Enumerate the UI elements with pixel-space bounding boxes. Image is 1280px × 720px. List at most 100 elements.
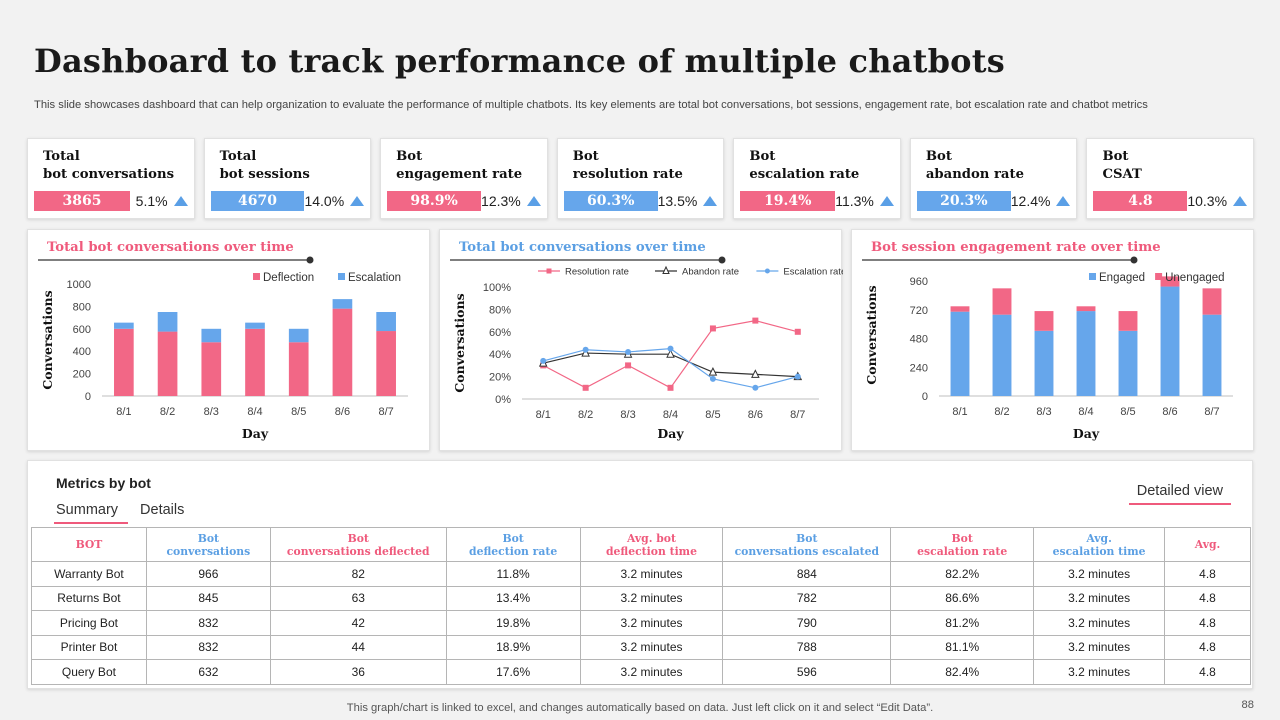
kpi-label: Bot CSAT (1102, 149, 1142, 182)
bar-deflection (114, 328, 134, 396)
x-axis-label: Day (242, 426, 269, 441)
x-tick-label: 8/2 (994, 406, 1009, 418)
legend-marker (546, 268, 552, 274)
table-cell: 4.8 (1164, 561, 1251, 587)
table-cell: Pricing Bot (31, 610, 147, 636)
legend-swatch (253, 273, 260, 280)
triangle-up-icon (1056, 196, 1071, 206)
bar-unengaged (1034, 311, 1054, 331)
point-marker (625, 362, 632, 369)
table-row: Warranty Bot 966 82 11.8% 3.2 minutes 884 82.2… (31, 561, 1251, 587)
table-cell: Query Bot (31, 659, 147, 685)
bar-engaged (1118, 330, 1138, 396)
kpi-change: 14.0% (304, 193, 345, 209)
chart-panel-rates: Day Conversations 0% 20% 40% 60% 80% 100% 8/1 8/2… (439, 229, 843, 451)
table-cell: 82 (269, 561, 447, 587)
chart-title: Bot session engagement rate over time (871, 240, 1161, 255)
table-cell: Returns Bot (31, 585, 147, 611)
x-tick-label: 8/7 (1204, 406, 1219, 418)
kpi-change: 11.3% (835, 193, 874, 209)
bar-deflection (201, 342, 222, 396)
y-tick-label: 0 (922, 391, 928, 403)
bar-unengaged (1202, 288, 1222, 315)
kpi-change: 10.3% (1187, 193, 1228, 209)
point-marker (625, 348, 632, 355)
kpi-change: 12.3% (481, 193, 521, 209)
x-tick-label: 8/6 (335, 406, 350, 418)
table-cell: 81.1% (890, 634, 1035, 660)
column-header: Bot escalation rate (890, 527, 1035, 562)
kpi-card-total-sessions: Total bot sessions 4670 14.0% (203, 138, 372, 219)
page-number: 88 (1241, 699, 1254, 711)
x-tick-label: 8/5 (705, 409, 720, 421)
kpi-change: 5.1% (135, 193, 168, 209)
kpi-label: Bot abandon rate (925, 149, 1024, 182)
y-axis-label: Conversations (864, 285, 879, 384)
table-row: Returns Bot 845 63 13.4% 3.2 minutes 782 86.6%… (31, 585, 1251, 611)
y-axis-label: Conversations (452, 293, 467, 392)
detailed-view-link[interactable]: Detailed view (1128, 483, 1231, 505)
tab-summary[interactable]: Summary (54, 502, 129, 524)
x-tick-label: 8/4 (1078, 406, 1093, 418)
x-tick-label: 8/1 (952, 406, 967, 418)
x-tick-label: 8/3 (620, 409, 635, 421)
table-header-row: BOT Bot conversations Bot conversations defl… (31, 527, 1251, 562)
table-cell: 4.8 (1164, 610, 1251, 636)
tab-details[interactable]: Details (140, 502, 185, 518)
legend-label: Engaged (1099, 272, 1145, 284)
x-tick-label: 8/6 (1162, 406, 1177, 418)
x-tick-label: 8/3 (1036, 406, 1051, 418)
table-cell: 832 (145, 610, 271, 636)
triangle-up-icon (350, 196, 365, 206)
bar-engaged (950, 311, 970, 396)
metrics-panel: Metrics by bot Summary Details Detailed … (27, 460, 1253, 689)
kpi-card-engagement-rate: Bot engagement rate 98.9% 12.3% (380, 138, 548, 219)
table-cell: 782 (722, 585, 892, 611)
table-cell: 788 (722, 634, 892, 660)
triangle-up-icon (526, 196, 541, 206)
table-cell: 86.6% (890, 585, 1035, 611)
triangle-up-icon (703, 196, 718, 206)
x-tick-label: 8/7 (378, 406, 393, 418)
engagement-bar-chart: Day Conversations 0 240 480 720 960 8/1 8/2 8/3 8/… (862, 256, 1233, 441)
point-marker (751, 369, 760, 378)
kpi-label: Total bot conversations (43, 149, 174, 182)
table-cell: 3.2 minutes (579, 659, 724, 685)
chart-title: Total bot conversations over time (459, 240, 706, 255)
title-underline-dot (718, 256, 726, 264)
bar-unengaged (950, 306, 970, 312)
kpi-card-resolution-rate: Bot resolution rate 60.3% 13.5% (556, 138, 725, 219)
x-tick-label: 8/4 (247, 406, 262, 418)
legend-swatch (338, 273, 345, 280)
y-tick-label: 480 (910, 334, 928, 346)
table-row: Pricing Bot 832 42 19.8% 3.2 minutes 790 81.2%… (31, 610, 1251, 636)
table-cell: Warranty Bot (31, 561, 147, 587)
table-cell: 18.9% (445, 634, 581, 660)
footnote: This graph/chart is linked to excel, and… (346, 702, 934, 714)
table-cell: 4.8 (1164, 585, 1251, 611)
y-tick-label: 400 (73, 346, 91, 358)
bar-escalation (288, 328, 309, 343)
x-tick-label: 8/2 (160, 406, 175, 418)
table-cell: 3.2 minutes (1033, 659, 1166, 685)
legend-label: Escalation (348, 272, 401, 284)
kpi-card-abandon-rate: Bot abandon rate 20.3% 12.4% (909, 138, 1078, 219)
table-cell: 966 (145, 561, 271, 587)
point-marker (667, 384, 674, 391)
table-cell: 3.2 minutes (579, 585, 724, 611)
table-cell: 845 (145, 585, 271, 611)
triangle-up-icon (1233, 196, 1248, 206)
table-cell: 3.2 minutes (579, 561, 724, 587)
x-tick-label: 8/5 (1120, 406, 1135, 418)
bar-unengaged (1076, 306, 1096, 312)
kpi-card-escalation-rate: Bot escalation rate 19.4% 11.3% (733, 138, 901, 219)
kpi-value: 3865 (34, 191, 130, 211)
bar-escalation (376, 312, 396, 332)
y-tick-label: 200 (73, 369, 91, 381)
metrics-tabs: Summary Details (54, 502, 194, 524)
table-cell: 17.6% (445, 659, 581, 685)
point-marker (667, 345, 674, 352)
table-cell: 4.8 (1164, 659, 1251, 685)
y-tick-label: 960 (910, 276, 928, 288)
table-cell: 790 (722, 610, 892, 636)
